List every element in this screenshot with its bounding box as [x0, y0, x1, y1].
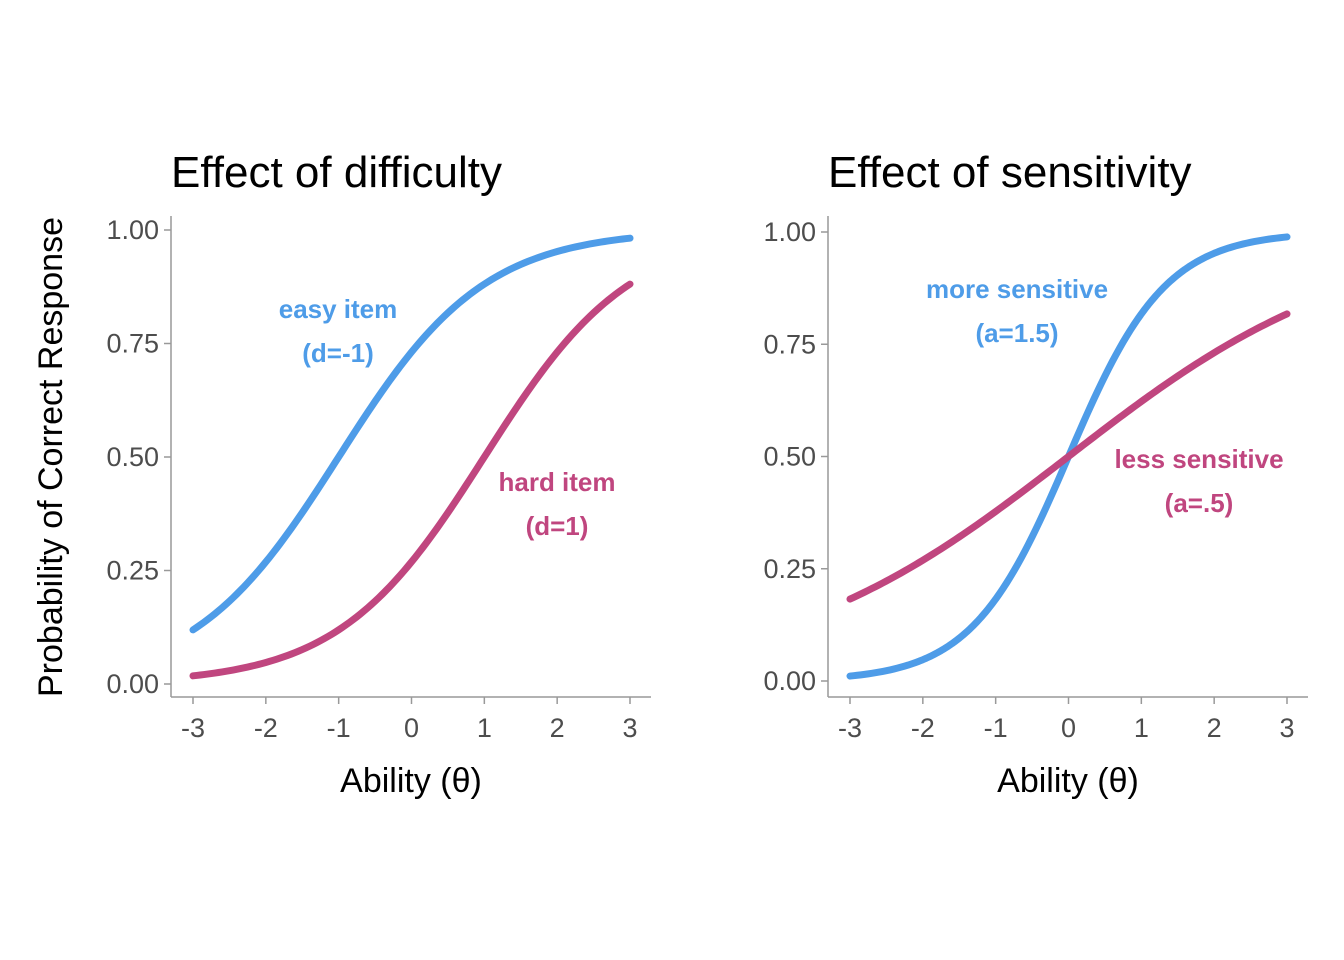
x-tick-label: -1 [327, 713, 351, 743]
x-axis-label: Ability (θ) [340, 762, 482, 800]
series-line [189, 234, 634, 634]
series-annotation-label: less sensitive [1114, 444, 1283, 474]
x-tick-label: 0 [1061, 713, 1076, 743]
difficulty-panel: Effect of difficulty 0.00 0.25 0.50 0.75 1.0… [106, 148, 651, 800]
series-annotation-label: more sensitive [926, 274, 1108, 304]
y-ticks: 0.00 0.25 0.50 0.75 1.00 [106, 215, 171, 699]
series-annotation-param: (a=.5) [1165, 488, 1234, 518]
annotation-group: easy item (d=-1) hard item (d=1) [279, 294, 616, 541]
y-tick-label: 0.75 [763, 329, 816, 359]
x-tick-label: 2 [1207, 713, 1222, 743]
x-tick-label: 2 [550, 713, 565, 743]
x-tick-label: 3 [622, 713, 637, 743]
x-ticks: -3 -2 -1 0 1 2 3 [181, 697, 638, 743]
x-tick-label: 0 [404, 713, 419, 743]
annotation-group: more sensitive (a=1.5) less sensitive (a=.5… [926, 274, 1284, 518]
x-tick-label: -2 [254, 713, 278, 743]
y-tick-label: 1.00 [106, 215, 159, 245]
y-tick-label: 0.25 [106, 556, 159, 586]
series-annotation-param: (a=1.5) [975, 318, 1058, 348]
y-tick-label: 0.75 [106, 329, 159, 359]
sensitivity-panel: Effect of sensitivity 0.00 0.25 0.50 0.75 1.… [763, 148, 1308, 800]
y-tick-label: 0.00 [763, 666, 816, 696]
x-tick-label: -3 [181, 713, 205, 743]
series-line [189, 280, 634, 680]
x-tick-label: 1 [477, 713, 492, 743]
x-tick-label: 3 [1279, 713, 1294, 743]
panel-title: Effect of difficulty [171, 148, 502, 197]
series-annotation-param: (d=1) [526, 511, 589, 541]
y-axis-label: Probability of Correct Response [32, 217, 70, 697]
y-tick-label: 1.00 [763, 217, 816, 247]
y-tick-label: 0.00 [106, 669, 159, 699]
series-annotation-param: (d=-1) [302, 338, 374, 368]
x-axis-label: Ability (θ) [997, 762, 1139, 800]
series-group [189, 234, 634, 680]
y-tick-label: 0.25 [763, 554, 816, 584]
panel-title: Effect of sensitivity [828, 148, 1192, 197]
y-ticks: 0.00 0.25 0.50 0.75 1.00 [763, 217, 828, 696]
y-tick-label: 0.50 [763, 442, 816, 472]
x-tick-label: -3 [838, 713, 862, 743]
series-group [846, 233, 1291, 680]
x-tick-label: -1 [984, 713, 1008, 743]
y-tick-label: 0.50 [106, 442, 159, 472]
series-annotation-label: easy item [279, 294, 398, 324]
series-annotation-label: hard item [498, 467, 615, 497]
x-tick-label: -2 [911, 713, 935, 743]
x-ticks: -3 -2 -1 0 1 2 3 [838, 697, 1295, 743]
series-line [846, 310, 1291, 603]
x-tick-label: 1 [1134, 713, 1149, 743]
